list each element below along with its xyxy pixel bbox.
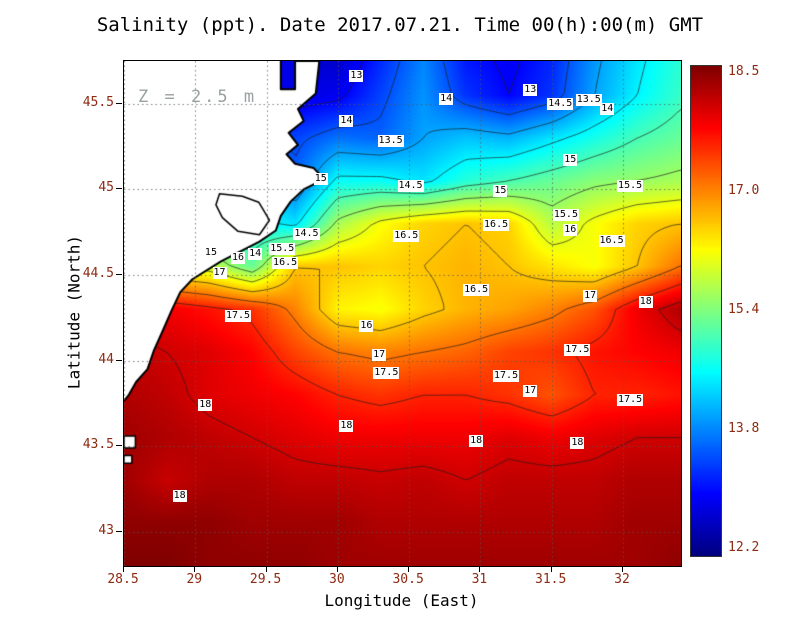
- x-tick-mark: [194, 566, 196, 572]
- x-tick-mark: [336, 566, 338, 572]
- y-tick-mark: [116, 188, 122, 190]
- contour-label: 15: [493, 185, 508, 198]
- map-plot-area: Z = 2.5 m 13 13 14 14.5 13.5 14 14 13.5 15 15 14.5…: [123, 60, 682, 567]
- contour-label: 16: [563, 224, 578, 237]
- x-tick-mark: [550, 566, 552, 572]
- contour-label: 18: [638, 296, 653, 309]
- contour-label: 14: [600, 102, 615, 115]
- y-tick-label: 45.5: [82, 94, 114, 110]
- contour-label: 16.5: [272, 257, 299, 269]
- x-tick-label: 29.5: [249, 572, 282, 587]
- contour-label: 16.5: [483, 219, 510, 232]
- contour-label: 16.5: [463, 284, 490, 297]
- depth-annotation: Z = 2.5 m: [138, 87, 258, 107]
- contour-label: 17: [583, 289, 598, 302]
- y-tick-label: 45: [98, 180, 114, 196]
- contour-label: 13.5: [575, 94, 602, 107]
- x-tick-label: 30: [329, 572, 345, 587]
- contour-label: 14.5: [293, 227, 320, 240]
- contour-label: 18: [469, 435, 484, 448]
- contour-label: 13.5: [377, 135, 404, 148]
- x-tick-label: 30.5: [392, 572, 424, 587]
- x-tick-mark: [265, 566, 267, 572]
- x-tick-mark: [621, 566, 623, 572]
- contour-label: 16: [359, 320, 374, 333]
- x-tick-label: 28.5: [107, 572, 139, 587]
- contour-label: 13: [523, 84, 538, 97]
- y-tick-label: 44.5: [82, 265, 114, 281]
- contour-label: 14: [439, 92, 454, 105]
- y-tick-mark: [116, 445, 122, 447]
- contour-label: 15.5: [552, 209, 579, 222]
- y-tick-label: 44: [98, 351, 114, 367]
- contour-label: 15.5: [269, 243, 296, 256]
- contour-label: 14: [339, 114, 354, 127]
- contour-label: 16: [231, 251, 246, 264]
- contour-label: 17: [523, 385, 538, 398]
- x-axis-label: Longitude (East): [324, 591, 479, 610]
- colorbar-tick-label: 12.2: [728, 540, 760, 555]
- contour-label: 17.5: [225, 310, 252, 323]
- contour-label: 17.5: [564, 344, 591, 357]
- contour-label: 15: [563, 154, 578, 167]
- x-tick-mark: [479, 566, 481, 572]
- y-tick-mark: [116, 102, 122, 104]
- colorbar: [690, 65, 722, 557]
- x-tick-label: 32: [614, 572, 630, 587]
- y-tick-label: 43.5: [82, 437, 114, 453]
- contour-label: 13: [349, 70, 364, 83]
- colorbar-tick-label: 18.5: [728, 64, 760, 79]
- x-tick-label: 31.5: [535, 572, 567, 587]
- y-tick-label: 43: [98, 522, 114, 538]
- contour-label: 15: [203, 246, 218, 259]
- contour-label: 16.5: [393, 229, 420, 242]
- x-tick-mark: [123, 566, 124, 572]
- contour-label: 18: [570, 436, 585, 449]
- colorbar-tick-label: 17.0: [728, 183, 760, 198]
- contour-label: 18: [172, 489, 187, 502]
- x-tick-mark: [408, 566, 410, 572]
- x-tick-label: 31: [471, 572, 488, 587]
- contour-label: 18: [339, 419, 354, 432]
- contour-label: 14: [248, 248, 263, 261]
- colorbar-tick-label: 13.8: [728, 421, 760, 436]
- y-tick-mark: [116, 273, 122, 275]
- contour-label: 16.5: [598, 234, 625, 247]
- figure-title: Salinity (ppt). Date 2017.07.21. Time 00…: [96, 14, 704, 36]
- contour-label: 17: [212, 267, 227, 280]
- contour-label: 17.5: [617, 393, 644, 406]
- contour-label: 15: [313, 173, 328, 186]
- y-tick-mark: [116, 530, 122, 532]
- contour-label: 17: [372, 349, 387, 362]
- y-tick-mark: [116, 359, 122, 361]
- contour-label: 15.5: [617, 179, 644, 192]
- contour-label: 18: [198, 399, 213, 412]
- contour-label: 17.5: [493, 369, 520, 382]
- contour-label: 17.5: [373, 366, 400, 379]
- contour-label: 14.5: [547, 97, 574, 110]
- contour-label: 14.5: [397, 179, 424, 192]
- x-tick-label: 29: [186, 572, 203, 587]
- colorbar-tick-label: 15.4: [728, 302, 760, 317]
